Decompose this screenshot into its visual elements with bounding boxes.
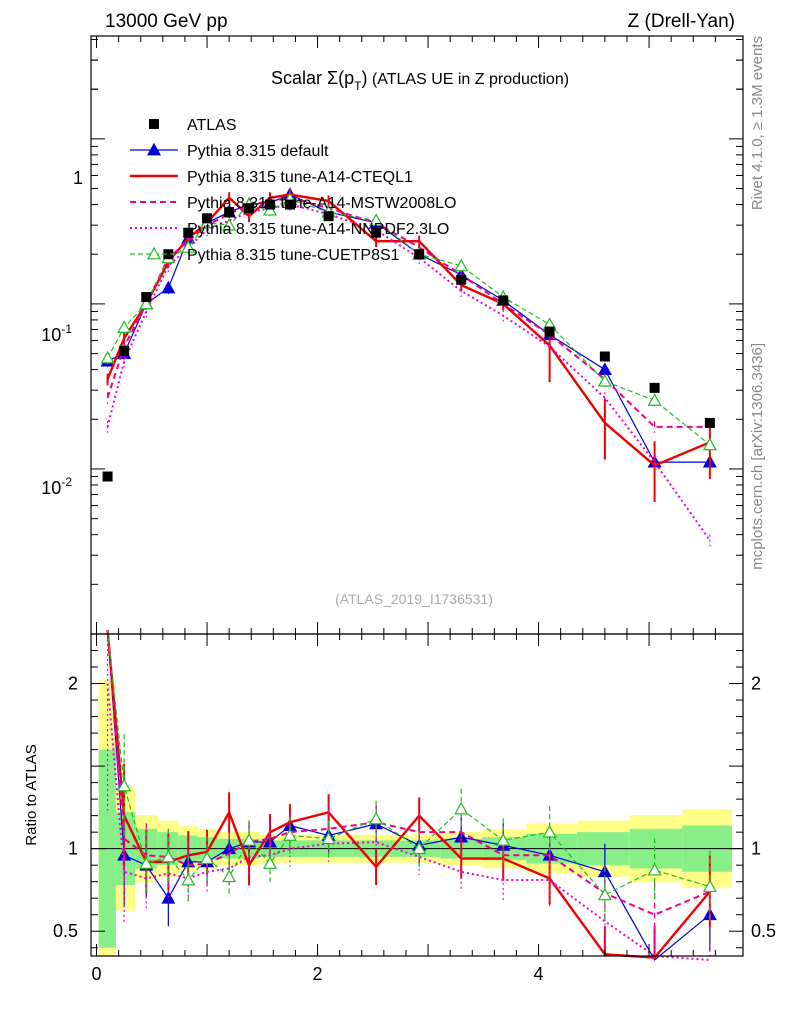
ratio-series-line [106,629,711,959]
atlas-data-point [544,326,555,337]
ratio-marker [139,856,154,869]
ratio-marker [263,856,278,869]
main-marker [222,217,237,231]
y-tick-label-0.01: 10-2 [41,475,72,498]
ratio-marker [369,811,384,825]
atlas-data-point [224,207,235,218]
ratio-plot-series [106,629,717,961]
ratio-marker [647,862,662,876]
ratio-y-tick-label-right: 2 [751,674,761,694]
header-right: Z (Drell-Yan) [628,11,735,32]
atlas-data-point [498,295,509,306]
ratio-marker [222,869,237,883]
ratio-series-line [106,629,711,961]
mcplots-reference-label: mcplots.cern.ch [arXiv:1306.3436] [749,343,766,570]
atlas-data-point [183,227,194,238]
main-plot-series [100,187,717,547]
main-marker [597,374,612,387]
ratio-frame [90,633,744,957]
header-left: 13000 GeV pp [105,11,228,32]
legend-label: Pythia 8.315 tune-A14-NNPDF2.3LO [187,221,449,238]
legend-marker [146,142,162,156]
atlas-data-point [649,382,660,393]
ratio-y-tick-label-left: 0.5 [53,921,78,941]
atlas-data-point [371,227,382,238]
legend-label: Pythia 8.315 tune-A14-CTEQL1 [187,169,413,186]
ratio-y-tick-label-right: 1 [751,839,761,859]
x-tick-label: 2 [313,964,323,984]
main-marker [454,258,469,272]
legend-label: Pythia 8.315 tune-CUETP8S1 [187,247,400,264]
ratio-marker [282,828,297,841]
main-marker [139,296,154,310]
main-marker [647,393,662,406]
ratio-marker [412,841,427,855]
ratio-marker [702,879,717,893]
atlas-data-point [141,292,152,303]
x-tick-label: 0 [92,964,102,984]
main-marker [100,350,115,364]
main-marker [369,213,384,226]
ratio-marker [181,872,196,886]
main-marker [597,362,612,375]
atlas-data-point [119,345,130,356]
atlas-data-point [202,213,213,224]
ratio-y-axis-label: Ratio to ATLAS [23,744,40,845]
main-marker [161,280,176,294]
legend-label: Pythia 8.315 default [187,143,329,160]
chart-title: Scalar Σ(pT) (ATLAS UE in Z production) [271,68,569,93]
legend-marker-atlas [149,119,159,129]
y-tick-label-1: 1 [73,168,83,188]
ratio-y-tick-label-left: 2 [68,674,78,694]
ratio-marker [161,849,176,863]
x-tick-label: 4 [534,964,544,984]
atlas-data-point [456,274,467,285]
atlas-data-point [244,203,255,214]
main-marker [181,240,196,253]
y-tick-label-0.1: 10-1 [41,322,72,345]
ratio-marker [321,831,336,845]
legend-label: ATLAS [187,117,237,134]
atlas-data-point [323,211,334,222]
main-marker [117,320,132,333]
rivet-version-label: Rivet 4.1.0, ≥ 1.3M events [749,36,766,210]
ratio-y-tick-label-right: 0.5 [751,921,776,941]
ratio-marker [161,890,176,904]
atlas-data-point [163,249,174,260]
ratio-marker [242,833,257,846]
analysis-watermark: (ATLAS_2019_I1736531) [335,591,493,607]
atlas-data-point [599,351,610,362]
ratio-marker [200,851,215,864]
ratio-marker [496,833,511,846]
legend-label: Pythia 8.315 tune-A14-MSTW2008LO [187,195,456,212]
ratio-marker [117,778,132,792]
atlas-data-point [704,417,715,428]
legend: ATLAS Pythia 8.315 default Pythia 8.315 tu… [130,117,456,264]
atlas-data-point [102,471,113,482]
atlas-data-point [284,199,295,210]
atlas-data-point [265,199,276,210]
axes: 0 2 4 0.5 0.5 1 1 2 2 [53,35,776,984]
ratio-marker [454,801,469,815]
ratio-marker [542,824,557,838]
legend-marker [146,246,162,260]
ratio-y-tick-label-left: 1 [68,839,78,859]
atlas-data-point [414,249,425,260]
ratio-marker [597,887,612,901]
main-marker [702,437,717,451]
